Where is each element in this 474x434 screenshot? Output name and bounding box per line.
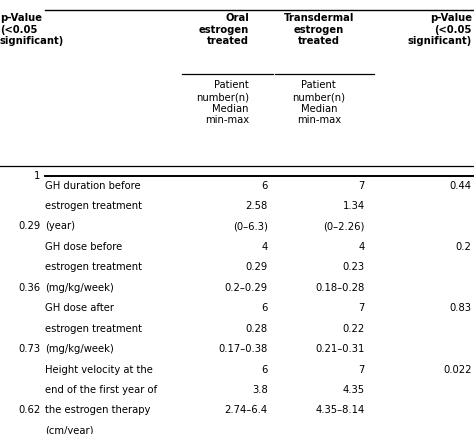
- Text: Patient
number(n)
Median
min-max: Patient number(n) Median min-max: [292, 80, 345, 125]
- Text: 2.58: 2.58: [246, 201, 268, 210]
- Text: Transdermal
estrogen
treated: Transdermal estrogen treated: [283, 13, 354, 46]
- Text: 6: 6: [262, 302, 268, 312]
- Text: (0–2.26): (0–2.26): [324, 221, 365, 231]
- Text: 0.17–0.38: 0.17–0.38: [219, 343, 268, 353]
- Text: 0.2–0.29: 0.2–0.29: [225, 282, 268, 292]
- Text: (0–6.3): (0–6.3): [233, 221, 268, 231]
- Text: 0.83: 0.83: [450, 302, 472, 312]
- Text: Height velocity at the: Height velocity at the: [45, 364, 153, 374]
- Text: 0.73: 0.73: [18, 343, 40, 353]
- Text: estrogen treatment: estrogen treatment: [45, 201, 142, 210]
- Text: 7: 7: [359, 364, 365, 374]
- Text: 4.35–8.14: 4.35–8.14: [316, 404, 365, 414]
- Text: Patient
number(n)
Median
min-max: Patient number(n) Median min-max: [196, 80, 249, 125]
- Text: estrogen treatment: estrogen treatment: [45, 262, 142, 272]
- Text: 0.29: 0.29: [246, 262, 268, 272]
- Text: (cm/year): (cm/year): [45, 425, 93, 434]
- Text: 2.74–6.4: 2.74–6.4: [225, 404, 268, 414]
- Text: 3.8: 3.8: [252, 384, 268, 394]
- Text: 0.21–0.31: 0.21–0.31: [316, 343, 365, 353]
- Text: p-Value
(<0.05
significant): p-Value (<0.05 significant): [0, 13, 64, 46]
- Text: GH dose before: GH dose before: [45, 241, 122, 251]
- Text: (year): (year): [45, 221, 75, 231]
- Text: 4: 4: [359, 241, 365, 251]
- Text: end of the first year of: end of the first year of: [45, 384, 157, 394]
- Text: 0.28: 0.28: [246, 323, 268, 333]
- Text: the estrogen therapy: the estrogen therapy: [45, 404, 150, 414]
- Text: GH duration before: GH duration before: [45, 180, 141, 190]
- Text: 6: 6: [262, 180, 268, 190]
- Text: GH dose after: GH dose after: [45, 302, 114, 312]
- Text: estrogen treatment: estrogen treatment: [45, 323, 142, 333]
- Text: 6: 6: [262, 364, 268, 374]
- Text: 0.62: 0.62: [18, 404, 40, 414]
- Text: 1.34: 1.34: [343, 201, 365, 210]
- Text: (mg/kg/week): (mg/kg/week): [45, 343, 114, 353]
- Text: 0.22: 0.22: [343, 323, 365, 333]
- Text: 0.2: 0.2: [456, 241, 472, 251]
- Text: (mg/kg/week): (mg/kg/week): [45, 282, 114, 292]
- Text: 0.022: 0.022: [443, 364, 472, 374]
- Text: 0.18–0.28: 0.18–0.28: [316, 282, 365, 292]
- Text: 1: 1: [34, 171, 40, 181]
- Text: Oral
estrogen
treated: Oral estrogen treated: [199, 13, 249, 46]
- Text: 7: 7: [359, 180, 365, 190]
- Text: 4: 4: [262, 241, 268, 251]
- Text: 0.36: 0.36: [18, 282, 40, 292]
- Text: 4.35: 4.35: [343, 384, 365, 394]
- Text: 0.44: 0.44: [450, 180, 472, 190]
- Text: 7: 7: [359, 302, 365, 312]
- Text: 0.29: 0.29: [18, 221, 40, 231]
- Text: 0.23: 0.23: [343, 262, 365, 272]
- Text: p-Value
(<0.05
significant): p-Value (<0.05 significant): [407, 13, 472, 46]
